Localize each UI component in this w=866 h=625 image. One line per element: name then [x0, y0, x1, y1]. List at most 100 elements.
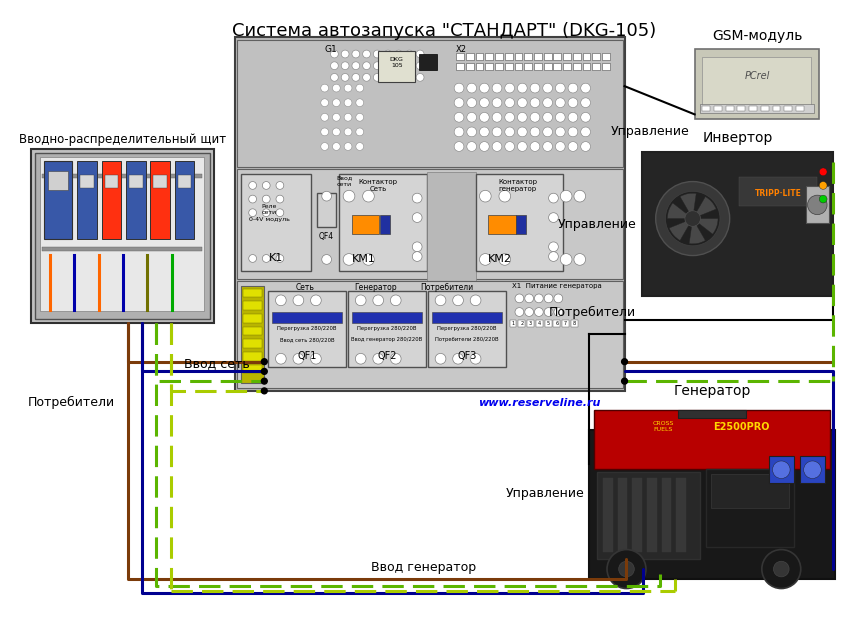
Circle shape [453, 295, 463, 306]
Circle shape [405, 62, 413, 69]
Bar [272, 312, 342, 322]
Wedge shape [680, 193, 696, 219]
Text: PCrel: PCrel [744, 71, 770, 81]
Bar [534, 53, 542, 60]
Circle shape [356, 113, 364, 121]
Bar [432, 312, 502, 322]
Text: Управление: Управление [611, 125, 690, 138]
Circle shape [412, 213, 422, 222]
Bar [594, 411, 830, 469]
Bar [602, 62, 610, 69]
Text: Вводно-распределительный щит: Вводно-распределительный щит [18, 132, 226, 146]
Circle shape [467, 127, 476, 137]
Text: QF2: QF2 [378, 351, 397, 361]
Text: Потребители: Потребители [420, 282, 473, 292]
Circle shape [373, 62, 381, 69]
Circle shape [518, 142, 527, 151]
Text: DKG
105: DKG 105 [390, 58, 404, 68]
Circle shape [505, 83, 514, 93]
Circle shape [665, 191, 720, 246]
Circle shape [436, 295, 446, 306]
Bar [456, 62, 464, 69]
Bar [178, 175, 191, 188]
Text: X2: X2 [456, 45, 467, 54]
Text: 1: 1 [512, 321, 514, 326]
Text: Ввод генератор: Ввод генератор [372, 561, 476, 574]
Text: QF3: QF3 [457, 351, 476, 361]
Bar [524, 53, 532, 60]
Bar [175, 161, 194, 239]
Circle shape [311, 353, 321, 364]
Bar [235, 38, 624, 391]
Bar [553, 62, 561, 69]
Bar [352, 214, 379, 234]
Circle shape [454, 142, 464, 151]
Bar [602, 53, 610, 60]
Bar [242, 339, 262, 348]
Bar [647, 479, 656, 551]
Circle shape [395, 50, 403, 58]
Circle shape [341, 50, 349, 58]
Bar [796, 106, 804, 111]
Circle shape [480, 112, 489, 122]
Bar [678, 411, 746, 418]
Text: Потребители 280/220В: Потребители 280/220В [435, 338, 499, 342]
Circle shape [548, 242, 559, 252]
Bar [485, 62, 493, 69]
Wedge shape [689, 219, 705, 244]
Circle shape [373, 295, 384, 306]
Bar [242, 352, 262, 361]
Circle shape [417, 74, 424, 81]
Text: Перегрузка 280/220В: Перегрузка 280/220В [437, 326, 496, 331]
Circle shape [320, 142, 328, 151]
Circle shape [467, 112, 476, 122]
Circle shape [607, 549, 646, 589]
Bar [544, 53, 552, 60]
Text: Управление: Управление [506, 487, 585, 499]
Bar [536, 320, 543, 327]
Circle shape [467, 98, 476, 107]
Text: Инвертор: Инвертор [702, 131, 772, 144]
Circle shape [534, 308, 543, 316]
Bar [242, 289, 262, 298]
Circle shape [293, 295, 304, 306]
Circle shape [525, 294, 533, 302]
Text: Контактор
генератор: Контактор генератор [498, 179, 537, 192]
Circle shape [568, 142, 578, 151]
Circle shape [568, 112, 578, 122]
Circle shape [343, 254, 355, 265]
Circle shape [436, 353, 446, 364]
Circle shape [391, 353, 401, 364]
Circle shape [384, 62, 391, 69]
Bar [242, 314, 262, 322]
Circle shape [568, 98, 578, 107]
Circle shape [480, 83, 489, 93]
Circle shape [373, 74, 381, 81]
Text: K1: K1 [268, 253, 283, 263]
Circle shape [417, 50, 424, 58]
Bar [563, 62, 571, 69]
Bar [475, 174, 563, 271]
Circle shape [344, 84, 352, 92]
Text: Ввод генератор 280/220В: Ввод генератор 280/220В [352, 338, 423, 342]
Circle shape [352, 74, 359, 81]
Circle shape [808, 195, 827, 214]
Bar [749, 106, 757, 111]
Circle shape [505, 112, 514, 122]
Circle shape [530, 127, 540, 137]
Bar [785, 106, 792, 111]
Circle shape [622, 359, 628, 364]
Circle shape [322, 191, 332, 201]
Circle shape [543, 127, 553, 137]
Circle shape [249, 195, 256, 203]
Circle shape [395, 74, 403, 81]
Bar [419, 54, 436, 69]
Circle shape [568, 127, 578, 137]
Circle shape [574, 254, 585, 265]
Text: 7: 7 [564, 321, 567, 326]
Bar [153, 175, 167, 188]
Circle shape [363, 74, 371, 81]
Bar [583, 62, 591, 69]
Text: X1  Питание генератора: X1 Питание генератора [512, 282, 601, 289]
Circle shape [480, 98, 489, 107]
